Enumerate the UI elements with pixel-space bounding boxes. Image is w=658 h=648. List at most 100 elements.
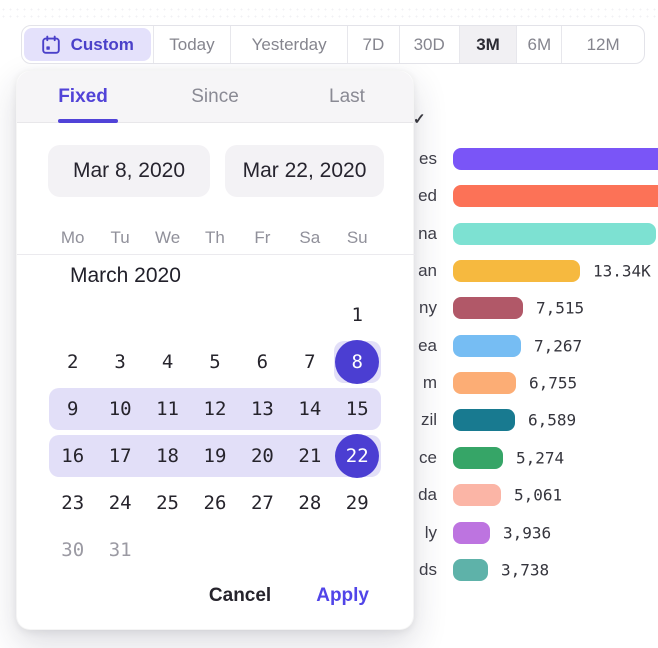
preset-yesterday[interactable]: Yesterday [231,26,348,63]
chart-value: 6,589 [528,410,577,430]
chart-value: 3,936 [503,523,552,542]
chart-value: 13.34K [593,261,651,281]
calendar-day-31[interactable]: 31 [108,539,132,561]
apply-button[interactable]: Apply [316,585,369,606]
calendar-day-7[interactable]: 7 [304,351,316,373]
calendar-day-20[interactable]: 20 [250,445,274,467]
chart-value: 3,738 [501,560,550,580]
chart-row-label: ny [419,298,437,318]
calendar-day-15[interactable]: 15 [345,398,369,420]
weekday-fr: Fr [254,228,271,247]
calendar-day-29[interactable]: 29 [345,492,369,514]
chart-row-label: es [419,149,437,168]
chart-row-label: da [418,485,437,505]
calendar-day-17[interactable]: 17 [108,445,132,467]
tab-fixed[interactable]: Fixed [58,85,108,107]
chart-bar [453,185,658,208]
calendar-day-empty [96,294,143,336]
calendar-day-12[interactable]: 12 [203,398,227,420]
preset-3m[interactable]: 3M [459,26,518,63]
chart-value: 5,274 [516,448,565,468]
weekday-divider [17,254,415,255]
chart-bar [453,558,488,581]
calendar-day-empty [239,529,286,571]
calendar-cells: 9 10 11 12 13 14 15 [49,388,381,430]
chart-value: 6,755 [529,373,578,393]
calendar-day-empty [144,294,191,336]
tab-last[interactable]: Last [329,85,365,107]
preset-6m[interactable]: 6M [517,26,563,63]
chart-row-label: ds [419,559,437,579]
calendar-week-row: 23 24 25 26 27 28 29 [49,482,381,524]
calendar-day-empty [286,294,333,336]
preset-12m[interactable]: 12M [586,34,620,54]
chart-row-label: ce [419,447,437,467]
weekday-mo: Mo [60,228,85,247]
calendar-day-1[interactable]: 1 [351,304,363,326]
calendar-cells: 30 31 [49,529,381,571]
weekday-su: Su [346,228,368,247]
chart-bar [453,446,503,469]
picker-actions: Cancel Apply [209,585,369,607]
calendar-day-21[interactable]: 21 [298,445,322,467]
custom-range-button[interactable]: Custom [24,28,151,61]
calendar-day-3[interactable]: 3 [114,351,126,373]
calendar-day-5[interactable]: 5 [209,351,221,373]
calendar-cells: 16 17 18 19 20 21 22 [49,434,381,478]
calendar-day-27[interactable]: 27 [250,492,274,514]
weekday-th: Th [205,228,225,247]
calendar-week-row: 16 17 18 19 20 21 22 [49,434,381,478]
chart-bar [453,334,521,357]
calendar-day-26[interactable]: 26 [203,492,227,514]
calendar-day-30[interactable]: 30 [61,539,85,561]
weekday-header-row: Mo Tu We Th Fr Sa Su [49,223,381,253]
tab-since[interactable]: Since [191,85,239,107]
calendar-day-6[interactable]: 6 [256,351,269,373]
calendar-week-row: 1 [49,294,381,336]
calendar-day-empty [191,294,238,336]
calendar-week-row: 30 31 [49,529,381,571]
selected-range-highlight [49,388,381,430]
chart-bar [453,222,656,245]
preset-30d[interactable]: 30D [400,26,460,63]
calendar-day-empty [144,529,191,571]
chart-bar [453,372,516,395]
calendar-cells: 1 [49,294,381,336]
calendar-day-11[interactable]: 11 [156,398,179,420]
preset-7d[interactable]: 7D [348,26,400,63]
end-date-input[interactable]: Mar 22, 2020 [225,145,384,197]
calendar-day-24[interactable]: 24 [108,492,132,514]
selected-day-circle: 22 [335,434,380,478]
weekday-sa: Sa [299,228,321,247]
calendar-day-16[interactable]: 16 [61,445,85,467]
cancel-button[interactable]: Cancel [208,585,272,606]
calendar-day-13[interactable]: 13 [250,398,274,420]
calendar-day-28[interactable]: 28 [298,492,322,514]
calendar-day-23[interactable]: 23 [61,492,85,514]
calendar-day-18[interactable]: 18 [156,445,179,467]
chart-row-label: ed [418,186,437,206]
picker-tabbar: Fixed Since Last [17,71,413,123]
start-date-input[interactable]: Mar 8, 2020 [48,145,210,197]
chart-row-label: na [418,223,437,243]
chart-row-label: m [422,373,437,393]
calendar-day-25[interactable]: 25 [156,492,179,514]
selected-day-circle: 8 [335,340,380,384]
calendar-day-4[interactable]: 4 [161,351,174,373]
preset-today[interactable]: Today [154,26,232,63]
calendar-icon [41,35,60,54]
calendar-day-9[interactable]: 9 [66,398,79,420]
calendar-day-19[interactable]: 19 [203,445,227,467]
background-dot-texture [0,6,658,20]
chart-bar [453,297,523,320]
calendar-day-empty [49,294,96,336]
calendar-day-22[interactable]: 22 [334,434,381,478]
calendar-day-2[interactable]: 2 [66,351,79,373]
chart-row-label: zil [420,410,437,430]
calendar-day-10[interactable]: 10 [108,398,132,420]
calendar-day-8[interactable]: 8 [334,340,381,384]
calendar-day-14[interactable]: 14 [298,398,322,420]
custom-range-segment: Custom [22,26,154,63]
date-quick-filter-bar: Custom Today Yesterday 7D 30D 3M 6M 12M [21,25,645,64]
